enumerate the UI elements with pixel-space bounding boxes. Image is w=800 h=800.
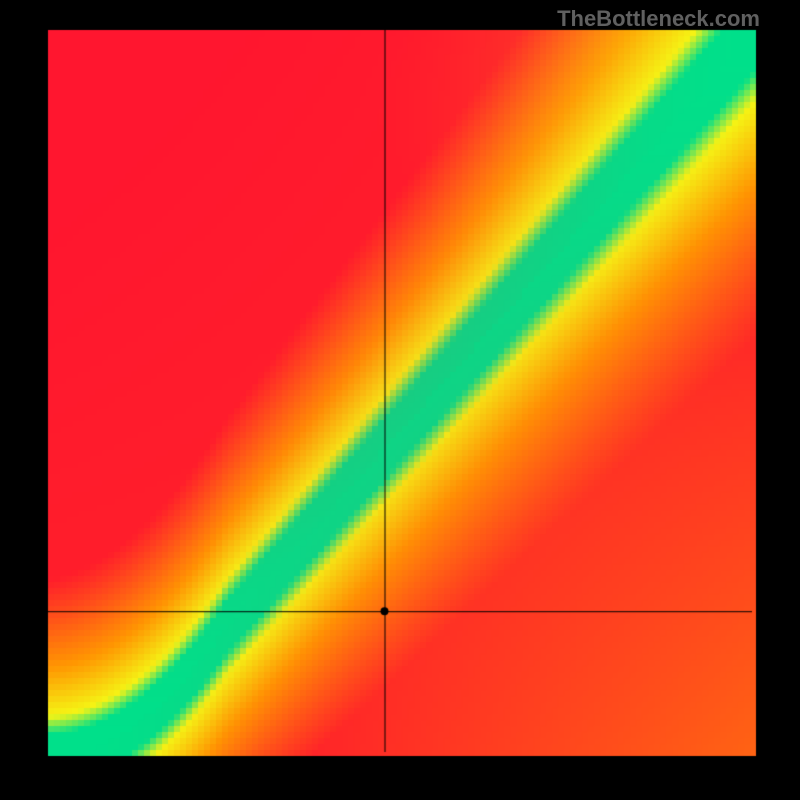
chart-container: { "watermark": { "text": "TheBottleneck.… bbox=[0, 0, 800, 800]
watermark-text: TheBottleneck.com bbox=[557, 6, 760, 32]
heatmap-canvas bbox=[0, 0, 800, 800]
